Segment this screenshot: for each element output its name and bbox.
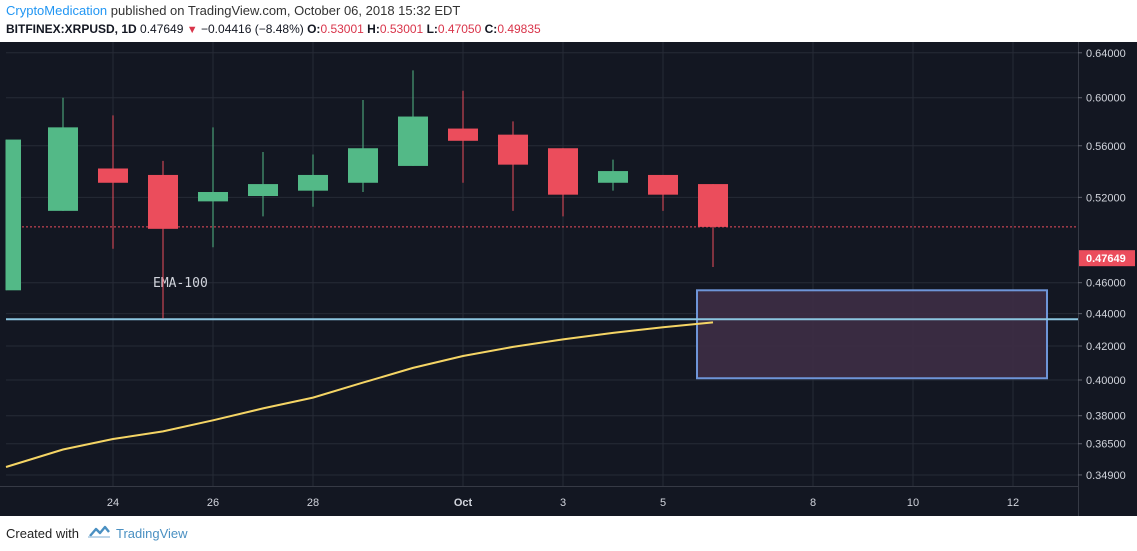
x-tick-label: 26 [207,497,219,509]
author-link[interactable]: CryptoMedication [6,3,108,18]
y-tick-label: 0.44000 [1086,309,1126,321]
y-tick-label: 0.40000 [1086,375,1126,387]
current-price-tag [1079,250,1135,267]
candle-body [198,192,228,202]
y-tick-label: 0.46000 [1086,278,1126,290]
footer: Created with TradingView [6,522,188,546]
price-change: −0.04416 (−8.48%) [201,22,304,36]
y-tick-label: 0.56000 [1086,141,1126,153]
x-tick-label: 24 [107,497,119,509]
x-tick-label: 12 [1007,497,1019,509]
published-info: published on TradingView.com, October 06… [110,3,461,18]
tradingview-cloud-icon [87,522,111,546]
target-zone-box [696,289,1048,380]
current-price-label: 0.47649 [1086,253,1126,265]
indicator-lines: EMA-100 [5,226,1078,468]
candle-body [248,184,278,197]
target-zone [696,289,1048,380]
y-tick-label: 0.60000 [1086,93,1126,105]
chart-background [0,42,1137,516]
close-value: 0.49835 [497,22,541,36]
open-label: O: [307,22,321,36]
y-tick-label: 0.36500 [1086,439,1126,451]
y-tick-label: 0.34900 [1086,470,1126,482]
x-tick-label: 28 [307,497,319,509]
x-tick-label: Oct [454,497,473,509]
x-tick-label: 3 [560,497,566,509]
close-label: C: [484,22,498,36]
publication-line: CryptoMedication published on TradingVie… [6,2,1131,20]
x-tick-label: 10 [907,497,919,509]
candles [5,70,728,319]
y-tick-label: 0.38000 [1086,411,1126,423]
last-price: 0.47649 [140,22,184,36]
open-value: 0.53001 [320,22,364,36]
candle-body [598,171,628,183]
candle-body [548,148,578,195]
candle-body [6,139,21,291]
created-with-label: Created with [6,526,79,541]
candle-body [398,116,428,166]
candlestick-chart[interactable]: EMA-100 0.64000 0.60000 0.56000 0.52000 0.46… [0,42,1137,516]
low-value: 0.47050 [437,22,482,36]
candle-body [698,184,728,227]
candle-body [148,174,178,229]
tradingview-brand[interactable]: TradingView [115,526,188,541]
high-value: 0.53001 [379,22,424,36]
down-triangle-icon: ▼ [186,24,198,36]
candle-body [48,127,78,211]
candle-body [298,174,328,191]
candle-body [448,128,478,141]
low-label: L: [426,22,438,36]
y-tick-label: 0.42000 [1086,341,1126,353]
x-tick-label: 5 [660,497,666,509]
ema-label: EMA-100 [153,276,208,291]
candle-body [648,174,678,195]
grid [6,42,1078,486]
x-tick-label: 8 [810,497,816,509]
candle-body [498,134,528,165]
high-label: H: [367,22,380,36]
candle-body [98,168,128,183]
axes: 0.64000 0.60000 0.56000 0.52000 0.46000 0.440… [0,42,1135,516]
ema-line [5,321,714,468]
y-tick-label: 0.52000 [1086,192,1126,204]
chart-header: CryptoMedication published on TradingVie… [6,2,1131,38]
symbol-label: BITFINEX:XRPUSD, 1D [6,22,137,36]
y-tick-label: 0.64000 [1086,48,1126,60]
candle-body [348,148,378,183]
ohlc-line: BITFINEX:XRPUSD, 1D 0.47649 ▼ −0.04416 (… [6,20,1131,38]
